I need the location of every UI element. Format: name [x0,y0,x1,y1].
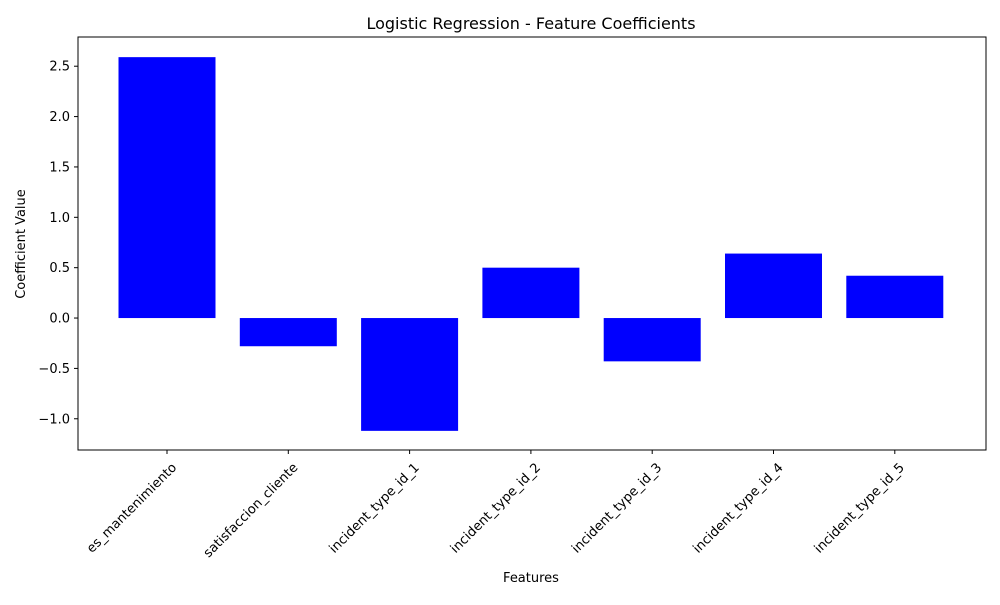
y-tick-label: 0.0 [49,312,70,327]
y-axis-ticks: −1.0 −0.5 0.0 0.5 1.0 1.5 2.0 2.5 [38,60,78,427]
bar-incident_type_id_5 [846,275,944,319]
bar-incident_type_id_1 [361,318,459,431]
y-axis-label: Coefficient Value [14,189,29,299]
y-tick-label: 0.5 [49,261,70,276]
bar-incident_type_id_4 [725,253,822,319]
plot-frame [77,36,987,451]
y-tick-label: 1.0 [49,211,70,226]
bar-incident_type_id_2 [482,267,580,319]
y-tick-label: 2.5 [49,60,70,75]
y-tick-label: −1.0 [38,412,70,427]
y-tick-label: 2.0 [49,110,70,125]
bar-es_mantenimiento [118,57,216,319]
y-tick-label: −0.5 [38,362,70,377]
y-tick-label: 1.5 [49,160,70,175]
x-axis-label: Features [503,571,559,586]
chart-title: Logistic Regression - Feature Coefficien… [366,14,695,33]
bar-incident_type_id_3 [603,318,701,362]
bars-layer [118,57,944,431]
bar-satisfaccion_cliente [239,318,337,347]
